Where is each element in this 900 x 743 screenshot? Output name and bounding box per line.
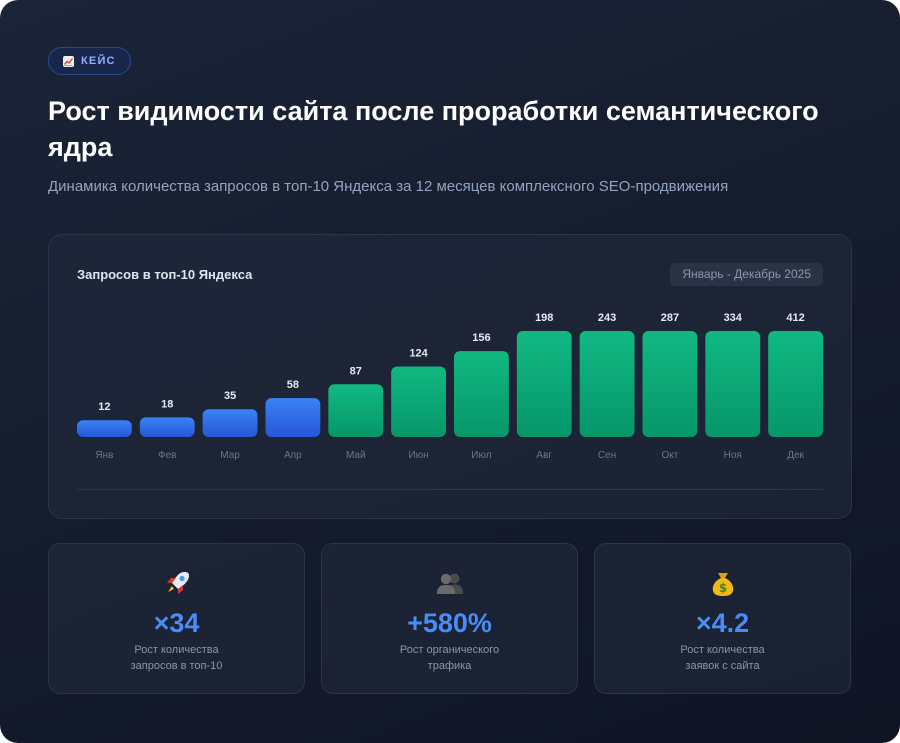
bar-Ноя [705, 331, 761, 437]
period-badge: Январь - Декабрь 2025 [670, 263, 823, 286]
chart-title: Запросов в топ-10 Яндекса [77, 267, 253, 282]
x-tick-label: Июл [471, 450, 491, 461]
bar-value-label: 243 [598, 312, 616, 324]
page-title: Рост видимости сайта после проработки се… [48, 96, 819, 162]
bar-value-label: 18 [161, 398, 173, 410]
bar-Янв [77, 420, 132, 437]
bar-chart: 12 Янв 18 Фев 35 Мар 58 Апр 87 Май 124 Июн 156 Июл 198… [77, 312, 823, 461]
x-tick-label: Окт [661, 450, 678, 461]
bar-Апр [265, 398, 321, 437]
x-tick-label: Мар [220, 450, 240, 461]
bar-Авг [516, 331, 572, 437]
x-tick-label: Фев [158, 450, 176, 461]
bar-Май [328, 384, 384, 437]
stat-label: Рост количества запросов в топ-10 [130, 644, 223, 672]
bar-value-label: 156 [472, 332, 490, 344]
stat-value: +580% [407, 608, 492, 638]
stat-card-traffic: +580% Рост органического трафика [321, 543, 578, 694]
stat-value: ×34 [153, 608, 200, 638]
money-bag-icon: $ [595, 568, 850, 598]
case-badge: КЕЙС [48, 47, 131, 75]
x-tick-label: Янв [95, 450, 113, 461]
chart-panel: Запросов в топ-10 Яндекса Январь - Декаб… [48, 234, 852, 519]
stat-label: Рост количества заявок с сайта [680, 644, 765, 672]
bar-Мар [202, 409, 258, 437]
stat-card-leads: $ ×4.2 Рост количества заявок с сайта [594, 543, 851, 694]
rocket-icon [49, 568, 304, 598]
svg-text:$: $ [718, 581, 726, 595]
bar-value-label: 198 [535, 312, 553, 324]
stat-label: Рост органического трафика [399, 644, 500, 672]
x-tick-label: Авг [536, 450, 552, 461]
bar-value-label: 35 [224, 390, 236, 402]
bar-Сен [579, 331, 635, 437]
people-icon [322, 568, 577, 598]
x-tick-label: Июн [408, 450, 428, 461]
x-tick-label: Сен [598, 450, 616, 461]
chart-increasing-icon [63, 55, 74, 67]
bar-value-label: 412 [786, 312, 804, 324]
page-subtitle: Динамика количества запросов в топ-10 Ян… [48, 178, 729, 195]
stat-value: ×4.2 [695, 608, 750, 638]
bar-value-label: 58 [287, 379, 299, 391]
bar-Фев [139, 417, 195, 437]
stat-card-queries: ×34 Рост количества запросов в топ-10 [48, 543, 305, 694]
bar-value-label: 124 [409, 348, 428, 360]
bar-value-label: 87 [350, 365, 362, 377]
bar-value-label: 287 [661, 312, 679, 324]
x-tick-label: Ноя [724, 450, 742, 461]
x-tick-label: Май [346, 450, 366, 461]
chart-divider [77, 489, 823, 490]
bar-value-label: 12 [98, 401, 110, 413]
bar-value-label: 334 [724, 312, 743, 324]
x-tick-label: Апр [284, 450, 302, 461]
badge-label: КЕЙС [81, 55, 116, 67]
bar-Июн [391, 366, 446, 437]
bar-Дек [768, 331, 823, 437]
bar-Июл [454, 351, 509, 437]
x-tick-label: Дек [787, 450, 804, 461]
bar-Окт [642, 331, 698, 437]
